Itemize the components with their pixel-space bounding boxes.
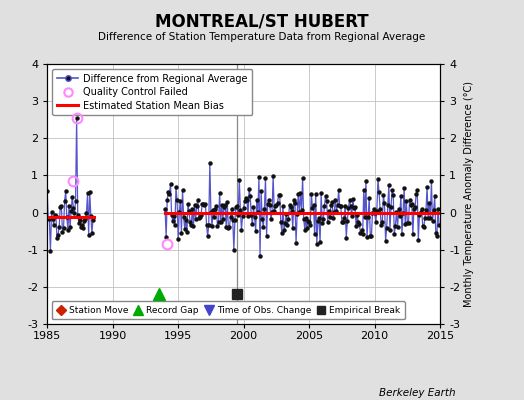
- Text: Berkeley Earth: Berkeley Earth: [379, 388, 456, 398]
- Text: MONTREAL/ST HUBERT: MONTREAL/ST HUBERT: [155, 12, 369, 30]
- Text: Difference of Station Temperature Data from Regional Average: Difference of Station Temperature Data f…: [99, 32, 425, 42]
- Legend: Station Move, Record Gap, Time of Obs. Change, Empirical Break: Station Move, Record Gap, Time of Obs. C…: [52, 302, 405, 320]
- Y-axis label: Monthly Temperature Anomaly Difference (°C): Monthly Temperature Anomaly Difference (…: [464, 81, 474, 307]
